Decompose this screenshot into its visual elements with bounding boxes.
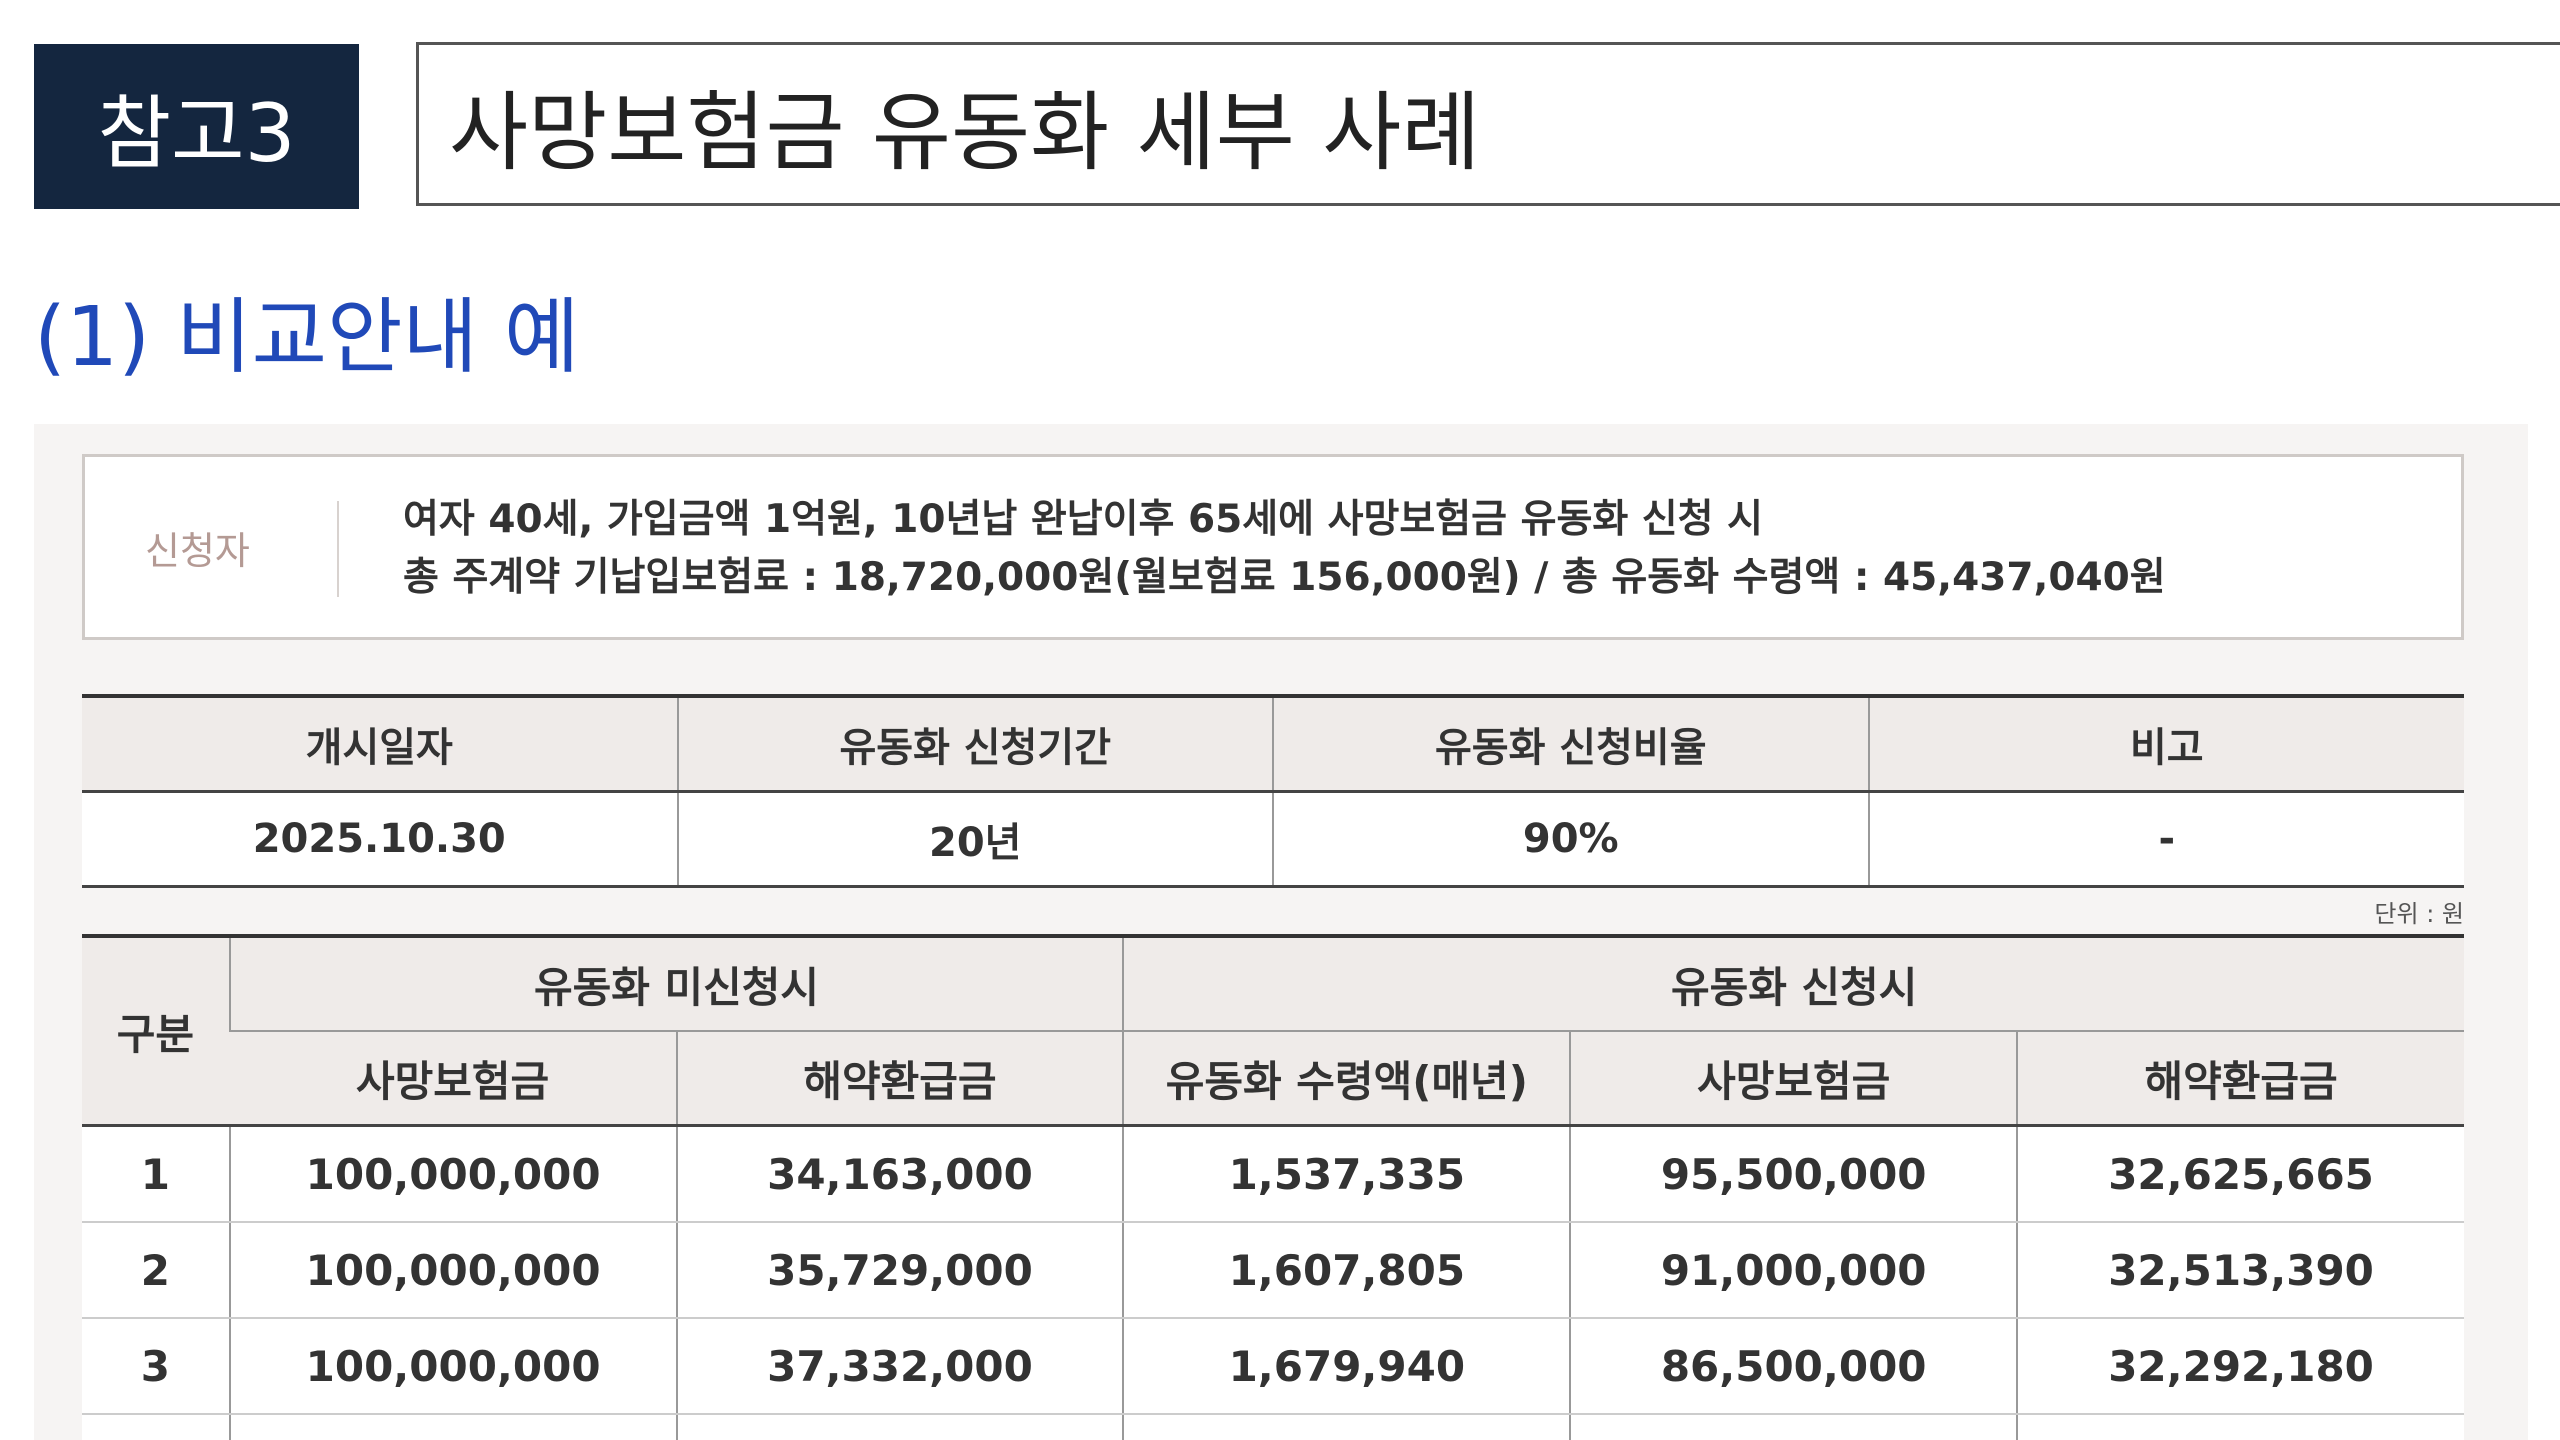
summary-cell-ratio: 90%	[1272, 791, 1869, 887]
summary-cell-start-date: 2025.10.30	[252, 816, 506, 862]
summary-header-row: 개시일자 유동화 신청기간 유동화 신청비율 비고	[82, 696, 2464, 793]
table-cell: 100,000,000	[228, 1222, 677, 1319]
detail-header-surrender-value: 해약환급금	[675, 1031, 1124, 1127]
detail-header-applied: 유동화 신청시	[1122, 936, 2464, 1032]
table-cell	[2016, 1414, 2464, 1440]
detail-sub-header-row: 사망보험금 해약환급금 유동화 수령액(매년) 사망보험금 해약환급금	[82, 1031, 2464, 1127]
table-cell	[228, 1414, 677, 1440]
summary-row: 2025.10.30 20년 90% -	[82, 791, 2464, 887]
detail-header-applied-surrender-value: 해약환급금	[2016, 1031, 2464, 1127]
table-cell: 1	[82, 1125, 230, 1223]
summary-header-ratio: 유동화 신청비율	[1272, 696, 1869, 793]
table-cell: 37,332,000	[675, 1318, 1124, 1415]
table-cell	[82, 1414, 230, 1440]
section-heading: (1) 비교안내 예	[34, 290, 580, 385]
table-cell: 3	[82, 1318, 230, 1415]
detail-header-death-benefit: 사망보험금	[229, 1031, 677, 1127]
table-row: 3 100,000,000 37,332,000 1,679,940 86,50…	[82, 1318, 2464, 1415]
summary-cell-note: -	[1867, 791, 2464, 887]
table-cell: 32,625,665	[2016, 1125, 2464, 1223]
summary-cell-period: 20년	[676, 791, 1273, 887]
table-cell: 1,607,805	[1122, 1222, 1571, 1319]
table-cell: 32,292,180	[2016, 1318, 2464, 1415]
applicant-box: 신청자 여자 40세, 가입금액 1억원, 10년납 완납이후 65세에 사망보…	[82, 454, 2464, 640]
table-cell	[1122, 1414, 1571, 1440]
table-cell	[1569, 1414, 2018, 1440]
summary-header-period: 유동화 신청기간	[676, 696, 1273, 793]
table-cell: 1,679,940	[1122, 1318, 1571, 1415]
page-title-text: 사망보험금 유동화 세부 사례	[449, 82, 1481, 183]
table-row: 1 100,000,000 34,163,000 1,537,335 95,50…	[82, 1125, 2464, 1223]
table-cell: 100,000,000	[228, 1125, 677, 1223]
summary-header-start-date: 개시일자	[82, 696, 678, 793]
table-cell: 2	[82, 1222, 230, 1319]
detail-header-annual-payout: 유동화 수령액(매년)	[1122, 1031, 1571, 1127]
table-cell	[675, 1414, 1124, 1440]
table-cell: 35,729,000	[675, 1222, 1124, 1319]
summary-table: 개시일자 유동화 신청기간 유동화 신청비율 비고 2025.10.30 20년…	[82, 694, 2464, 888]
applicant-line-1: 여자 40세, 가입금액 1억원, 10년납 완납이후 65세에 사망보험금 유…	[403, 497, 1764, 542]
detail-header-not-applied: 유동화 미신청시	[228, 936, 1124, 1032]
applicant-details: 여자 40세, 가입금액 1억원, 10년납 완납이후 65세에 사망보험금 유…	[403, 491, 2166, 607]
page-title: 사망보험금 유동화 세부 사례	[416, 42, 2560, 206]
table-cell: 34,163,000	[675, 1125, 1124, 1223]
detail-header-category: 구분	[82, 936, 230, 1127]
title-tag: 참고3	[34, 44, 359, 209]
summary-header-note: 비고	[1867, 696, 2464, 793]
table-cell: 1,537,335	[1122, 1125, 1571, 1223]
detail-table: 구분 유동화 미신청시 유동화 신청시 사망보험금 해약환급금 유동화 수령액(…	[82, 934, 2464, 1440]
applicant-label: 신청자	[145, 528, 250, 573]
table-cell: 32,513,390	[2016, 1222, 2464, 1319]
table-cell: 100,000,000	[228, 1318, 677, 1415]
applicant-divider	[337, 501, 339, 597]
unit-label: 단위 : 원	[2374, 900, 2464, 928]
applicant-line-2: 총 주계약 기납입보험료 : 18,720,000원(월보험료 156,000원…	[403, 555, 2166, 600]
table-row-cut-off	[82, 1414, 2464, 1440]
detail-group-header-row: 구분 유동화 미신청시 유동화 신청시	[82, 936, 2464, 1127]
table-cell: 91,000,000	[1569, 1222, 2018, 1319]
detail-header-applied-death-benefit: 사망보험금	[1569, 1031, 2018, 1127]
table-cell: 95,500,000	[1569, 1125, 2018, 1223]
table-row: 2 100,000,000 35,729,000 1,607,805 91,00…	[82, 1222, 2464, 1319]
table-cell: 86,500,000	[1569, 1318, 2018, 1415]
